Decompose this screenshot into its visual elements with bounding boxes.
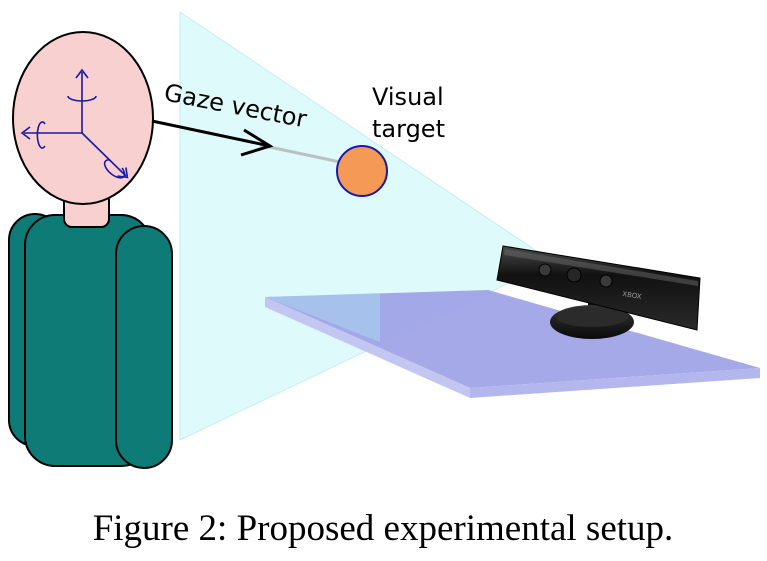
sensor-lens-left <box>538 263 552 277</box>
sensor-lens-middle <box>566 267 582 283</box>
person-body <box>8 191 173 469</box>
visual-target-label-line2: target <box>372 115 445 143</box>
body-right-arm <box>115 225 173 469</box>
figure-caption: Figure 2: Proposed experimental setup. <box>93 508 674 549</box>
sensor-brand-label: XBOX <box>622 290 643 301</box>
kinect-sensor: XBOX <box>496 245 701 339</box>
table <box>265 290 760 398</box>
sensor-lens-right <box>599 274 613 288</box>
gaze-line-extension <box>259 143 341 164</box>
head <box>12 31 154 205</box>
visual-target-label-line1: Visual <box>372 83 444 111</box>
gaze-arrow-icon <box>151 119 274 157</box>
visual-target <box>336 145 388 197</box>
rotation-axes-icon <box>20 68 129 179</box>
